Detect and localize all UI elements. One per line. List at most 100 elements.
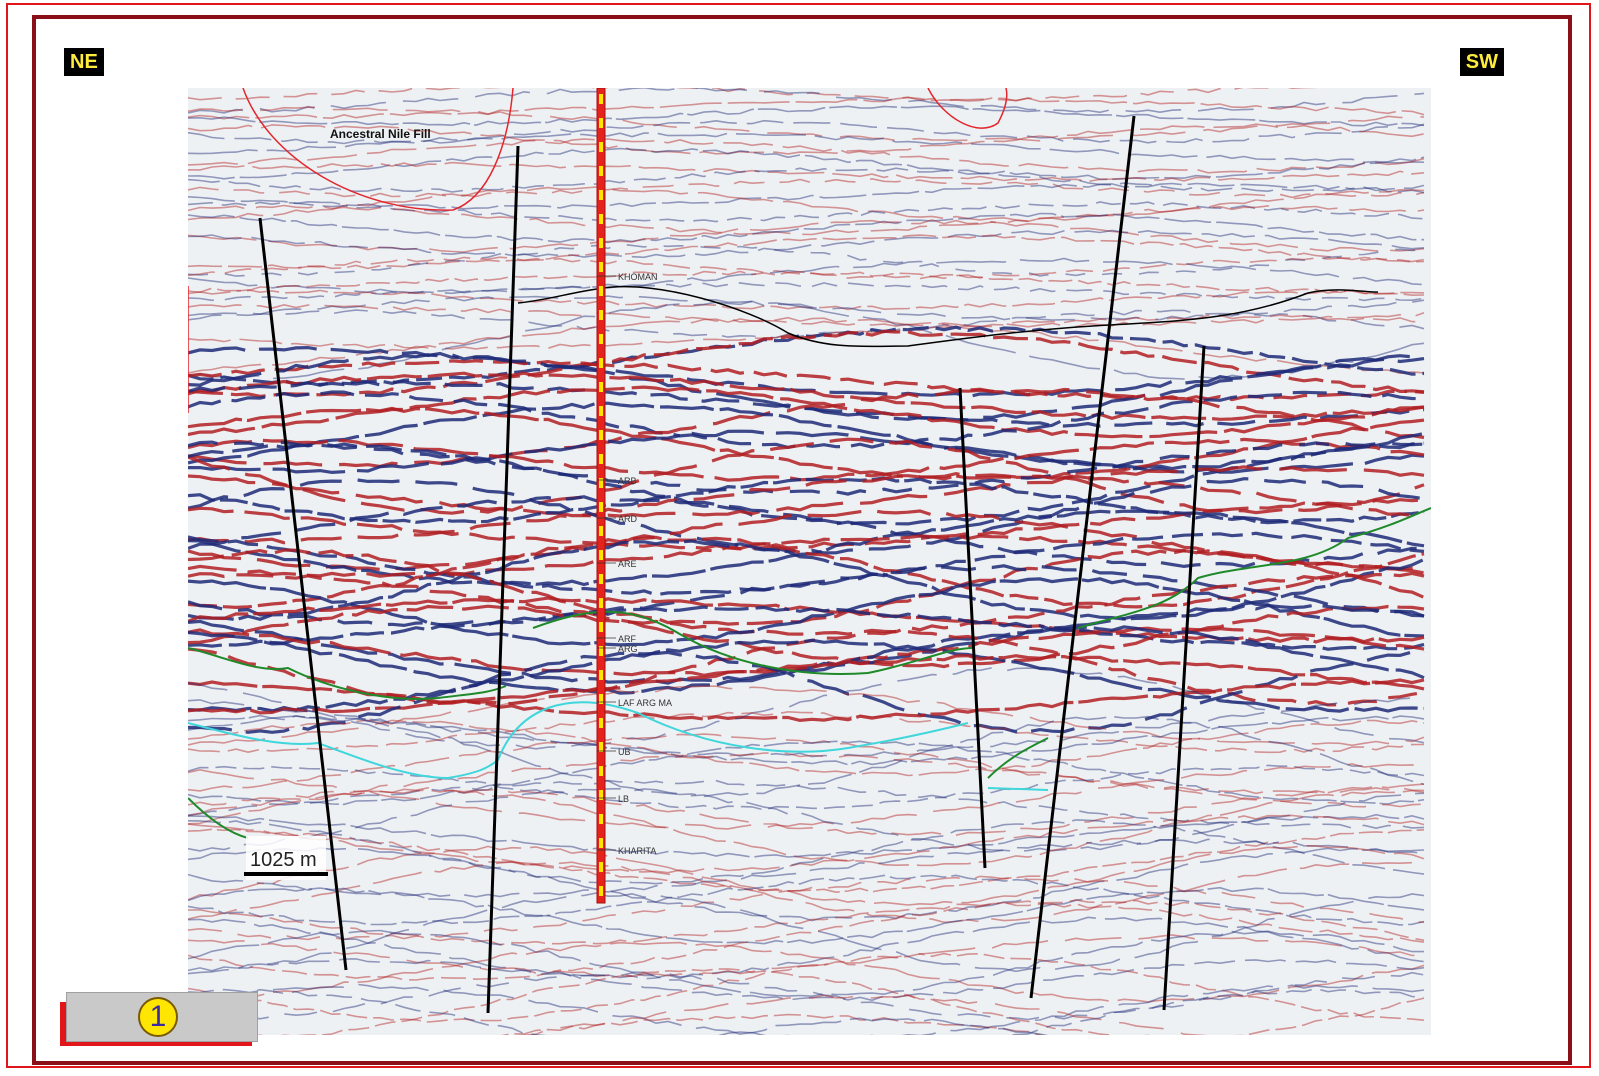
seismic-reflector (188, 212, 1424, 244)
seismic-reflector (188, 968, 1425, 1035)
seismic-reflector (188, 132, 1425, 164)
well-tick (599, 694, 603, 704)
seismic-reflector (188, 201, 1425, 223)
seismic-reflector (188, 161, 1425, 183)
seismic-reflector (188, 495, 1425, 569)
well-tick (599, 286, 603, 296)
seismic-reflector (188, 733, 1425, 795)
seismic-reflector (188, 471, 1425, 545)
seismic-reflector (188, 314, 1425, 350)
horizon-cyan (188, 701, 969, 780)
seismic-reflector (188, 477, 1425, 555)
seismic-reflector (188, 119, 1425, 145)
scale-bar-label: 1025 m (250, 849, 317, 871)
fault-line (258, 217, 348, 971)
seismic-reflector (188, 861, 1425, 924)
seismic-reflector (188, 638, 1425, 713)
well-tick (599, 310, 603, 320)
seismic-reflector (188, 710, 1425, 754)
horizon-khoman (517, 285, 1379, 348)
horizon-green-right (1077, 507, 1431, 629)
well-marker-label: ARB (618, 476, 637, 486)
well-marker-label: KHARITA (618, 846, 656, 856)
seismic-reflector (188, 787, 1425, 853)
seismic-reflector (188, 846, 1425, 922)
seismic-reflector (188, 958, 1425, 1002)
well-tick (599, 550, 603, 560)
inner-frame (32, 15, 1572, 1065)
seismic-reflector (188, 819, 1425, 885)
fault-line (958, 387, 987, 869)
seismic-reflector (188, 270, 1425, 297)
seismic-reflector (188, 229, 1425, 259)
seismic-reflector (188, 303, 1425, 328)
reflector-layer (188, 88, 1425, 1035)
horizon-green-lower-right (987, 737, 1049, 779)
seismic-reflector (188, 406, 1425, 481)
well-tick (599, 622, 603, 632)
seismic-reflector (188, 828, 1425, 894)
seismic-reflector (188, 147, 1425, 181)
seismic-reflector (188, 916, 1425, 980)
well-tick (599, 166, 603, 176)
well-marker-label: KHOMAN (618, 272, 658, 282)
seismic-reflector (188, 983, 1425, 1035)
channel-outline-right (927, 88, 1008, 129)
seismic-reflector (188, 177, 1425, 199)
seismic-reflector (188, 649, 1425, 734)
seismic-reflector (188, 476, 1425, 525)
well-tick (599, 598, 603, 608)
seismic-reflector (188, 380, 1425, 428)
seismic-reflector (188, 762, 1425, 830)
seismic-reflector (188, 714, 1425, 766)
well-tick (599, 334, 603, 344)
channel-outline-ancestral-nile (242, 88, 514, 211)
seismic-reflector (188, 282, 1425, 302)
seismic-reflector (188, 941, 1425, 1003)
slide-number-panel: 1 (60, 992, 261, 1046)
well-tick (599, 502, 603, 512)
seismic-reflector (188, 697, 1425, 758)
seismic-reflector (188, 204, 1425, 236)
seismic-reflector (188, 605, 1425, 651)
well-tick (599, 790, 603, 800)
seismic-reflector (188, 167, 1425, 193)
seismic-reflector (188, 934, 1425, 978)
seismic-reflector (188, 123, 1425, 155)
well-column (596, 88, 606, 904)
seismic-section: Ancestral Nile Fill 1025 m KHOMAN ARB AR… (188, 88, 1431, 1035)
well-tick (599, 574, 603, 584)
seismic-reflector (188, 779, 1425, 830)
seismic-reflector (188, 685, 1425, 747)
seismic-reflector (188, 88, 1425, 114)
seismic-reflector (188, 952, 1425, 1023)
seismic-reflector (188, 577, 1425, 647)
seismic-reflector (188, 987, 1425, 1035)
seismic-reflector (188, 571, 1425, 636)
seismic-reflector (188, 844, 1425, 906)
well-tick (599, 238, 603, 248)
well-marker-label: ARG (618, 644, 638, 654)
slide-number-badge: 1 (138, 997, 178, 1037)
well-marker-label: ARE (618, 559, 637, 569)
ancestral-nile-fill-label: Ancestral Nile Fill (330, 127, 431, 141)
seismic-reflector (188, 666, 1425, 750)
horizon-green-center (532, 610, 974, 675)
seismic-reflector (188, 892, 1425, 973)
seismic-reflector (188, 316, 1425, 375)
well-tick (599, 814, 603, 824)
well-tick (599, 742, 603, 752)
fault-line (1162, 345, 1206, 1011)
seismic-reflector (188, 106, 1425, 142)
seismic-reflector (188, 371, 1425, 421)
well-tick (599, 478, 603, 488)
seismic-reflector (188, 789, 1425, 867)
seismic-reflector (188, 899, 1425, 981)
seismic-reflector (188, 289, 1425, 311)
well-tick (599, 430, 603, 440)
direction-label-sw: SW (1459, 48, 1504, 76)
seismic-reflector (188, 96, 1425, 120)
well-tick (599, 142, 603, 152)
fault-line (1029, 115, 1136, 999)
seismic-reflector (188, 359, 1425, 402)
